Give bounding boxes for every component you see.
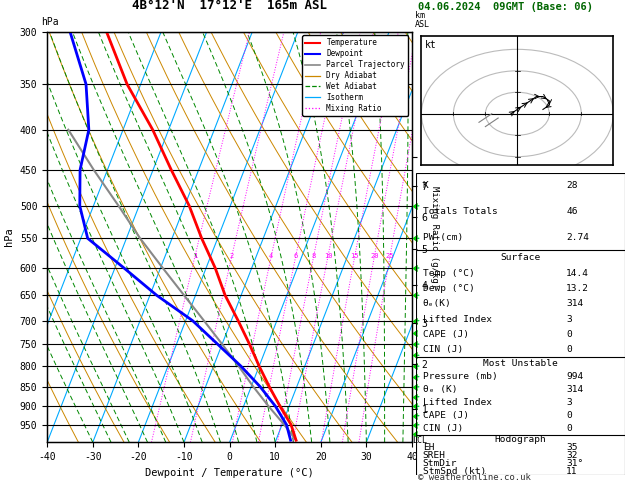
Text: 28: 28: [566, 181, 578, 191]
Text: CIN (J): CIN (J): [423, 424, 463, 433]
Text: © weatheronline.co.uk: © weatheronline.co.uk: [418, 473, 531, 482]
Text: SREH: SREH: [423, 451, 445, 460]
Text: Most Unstable: Most Unstable: [483, 359, 558, 368]
Text: 25: 25: [386, 254, 394, 260]
Text: 20: 20: [370, 254, 379, 260]
Text: Lifted Index: Lifted Index: [423, 314, 492, 324]
Text: LCL: LCL: [412, 436, 427, 445]
Text: 46: 46: [566, 207, 578, 216]
Text: 11: 11: [566, 467, 578, 476]
Text: hPa: hPa: [41, 17, 58, 27]
Text: CIN (J): CIN (J): [423, 345, 463, 354]
Text: Temp (°C): Temp (°C): [423, 269, 474, 278]
Text: θₑ (K): θₑ (K): [423, 385, 457, 394]
Text: Hodograph: Hodograph: [494, 434, 547, 444]
Text: 3: 3: [566, 314, 572, 324]
Text: 994: 994: [566, 372, 584, 381]
Text: 0: 0: [566, 345, 572, 354]
Text: 0: 0: [566, 330, 572, 339]
Text: 2: 2: [230, 254, 234, 260]
Text: CAPE (J): CAPE (J): [423, 330, 469, 339]
Text: 3: 3: [566, 398, 572, 407]
Text: 314: 314: [566, 385, 584, 394]
Text: StmDir: StmDir: [423, 459, 457, 468]
Text: 1: 1: [193, 254, 197, 260]
Text: EH: EH: [423, 443, 434, 451]
Text: Totals Totals: Totals Totals: [423, 207, 498, 216]
Text: θₑ(K): θₑ(K): [423, 299, 452, 308]
Text: 0: 0: [566, 424, 572, 433]
Text: 15: 15: [350, 254, 359, 260]
Text: Surface: Surface: [501, 253, 540, 262]
Text: 6: 6: [294, 254, 298, 260]
Y-axis label: hPa: hPa: [4, 227, 14, 246]
Text: StmSpd (kt): StmSpd (kt): [423, 467, 486, 476]
Text: km
ASL: km ASL: [415, 11, 430, 29]
Text: 8: 8: [311, 254, 316, 260]
Text: 04.06.2024  09GMT (Base: 06): 04.06.2024 09GMT (Base: 06): [418, 2, 593, 12]
Y-axis label: Mixing Ratio (g/kg): Mixing Ratio (g/kg): [430, 186, 438, 288]
Text: 2.74: 2.74: [566, 233, 589, 242]
Text: Dewp (°C): Dewp (°C): [423, 284, 474, 293]
Legend: Temperature, Dewpoint, Parcel Trajectory, Dry Adiabat, Wet Adiabat, Isotherm, Mi: Temperature, Dewpoint, Parcel Trajectory…: [302, 35, 408, 116]
Text: Lifted Index: Lifted Index: [423, 398, 492, 407]
Text: CAPE (J): CAPE (J): [423, 411, 469, 420]
Text: PW (cm): PW (cm): [423, 233, 463, 242]
Text: Pressure (mb): Pressure (mb): [423, 372, 498, 381]
Text: 4B°12'N  17°12'E  165m ASL: 4B°12'N 17°12'E 165m ASL: [132, 0, 327, 12]
Text: K: K: [423, 181, 428, 191]
Text: 0: 0: [566, 411, 572, 420]
Text: 4: 4: [269, 254, 274, 260]
Text: 35: 35: [566, 443, 578, 451]
Text: 31°: 31°: [566, 459, 584, 468]
Text: 32: 32: [566, 451, 578, 460]
Text: 314: 314: [566, 299, 584, 308]
X-axis label: Dewpoint / Temperature (°C): Dewpoint / Temperature (°C): [145, 468, 314, 478]
Text: kt: kt: [425, 40, 437, 51]
Text: 13.2: 13.2: [566, 284, 589, 293]
Text: 10: 10: [324, 254, 332, 260]
Text: 14.4: 14.4: [566, 269, 589, 278]
